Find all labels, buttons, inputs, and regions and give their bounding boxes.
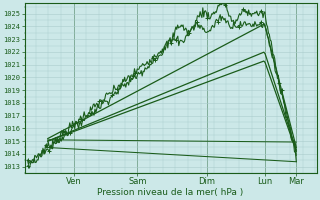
X-axis label: Pression niveau de la mer( hPa ): Pression niveau de la mer( hPa ) (98, 188, 244, 197)
